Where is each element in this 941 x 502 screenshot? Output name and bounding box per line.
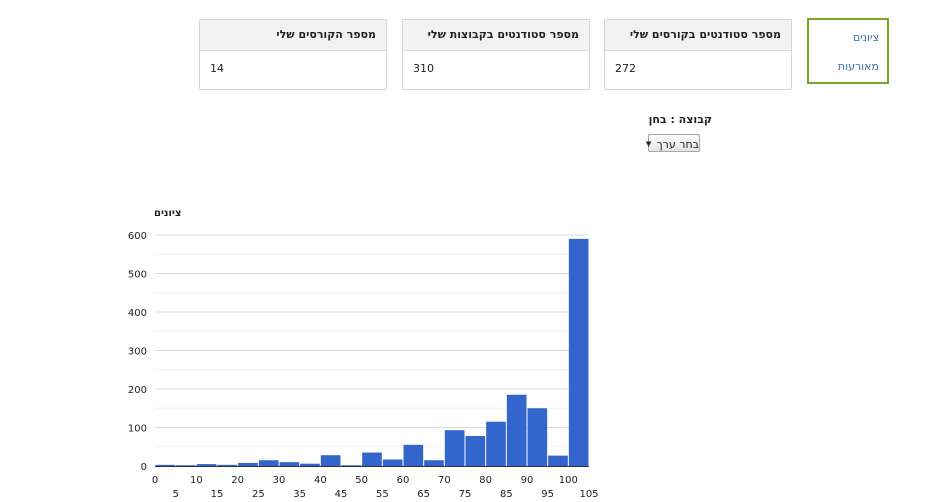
x-tick-label: 95 — [541, 489, 554, 500]
histogram-bar[interactable] — [486, 421, 506, 466]
histogram-bar[interactable] — [527, 408, 548, 466]
stat-card-value: 14 — [210, 62, 224, 75]
group-filter-label: קבוצה : בחן — [648, 113, 712, 126]
histogram-bar[interactable] — [155, 464, 176, 466]
histogram-bar[interactable] — [506, 394, 527, 466]
chart-title: ציונים — [154, 208, 181, 219]
dropdown-caret-icon: ▼ — [645, 140, 652, 148]
histogram-bar[interactable] — [362, 452, 382, 466]
histogram-bar[interactable] — [217, 464, 238, 466]
stat-card-title: מספר הקורסים שלי — [200, 20, 386, 51]
x-tick-label: 70 — [438, 475, 451, 486]
y-tick-label: 300 — [128, 347, 147, 358]
nav-link-events[interactable]: מאורעות — [837, 60, 879, 73]
stat-card-value: 272 — [615, 62, 636, 75]
x-tick-label: 85 — [500, 489, 513, 500]
x-tick-label: 50 — [355, 475, 368, 486]
histogram-bar[interactable] — [568, 238, 589, 466]
y-tick-label: 400 — [128, 308, 147, 319]
x-tick-label: 20 — [231, 475, 244, 486]
x-tick-label: 30 — [273, 475, 286, 486]
x-tick-label: 40 — [314, 475, 327, 486]
x-tick-label: 45 — [335, 489, 348, 500]
histogram-bar[interactable] — [444, 430, 465, 466]
x-tick-label: 0 — [152, 475, 158, 486]
x-tick-label: 65 — [417, 489, 430, 500]
x-tick-label: 5 — [172, 489, 178, 500]
x-tick-label: 75 — [459, 489, 472, 500]
grades-histogram: ציונים 0 100 200 300 400 500 600 0 5 10 15 20 25 30 35… — [128, 208, 599, 500]
nav-link-grades[interactable]: ציונים — [852, 31, 879, 44]
histogram-bar[interactable] — [382, 459, 403, 466]
histogram-bar[interactable] — [196, 464, 217, 466]
stat-card-course-students: מספר סטודנטים בקורסים שלי 272 — [604, 19, 792, 90]
histogram-bar[interactable] — [279, 462, 300, 466]
chart-gridlines — [155, 234, 589, 448]
stat-card-title: מספר סטודנטים בקבוצות שלי — [403, 20, 589, 51]
x-tick-label: 60 — [397, 475, 410, 486]
histogram-bar[interactable] — [238, 462, 258, 466]
x-tick-label: 105 — [579, 489, 598, 500]
histogram-bar[interactable] — [403, 444, 424, 466]
stat-card-title: מספר סטודנטים בקורסים שלי — [605, 20, 791, 51]
x-tick-label: 10 — [190, 475, 203, 486]
stat-card-courses: מספר הקורסים שלי 14 — [199, 19, 387, 90]
stat-card-group-students: מספר סטודנטים בקבוצות שלי 310 — [402, 19, 590, 90]
stat-card-value: 310 — [413, 62, 434, 75]
histogram-bar[interactable] — [424, 460, 444, 466]
group-filter-select[interactable]: בחר ערך ▼ — [645, 134, 700, 152]
x-tick-label: 100 — [559, 475, 578, 486]
chart-bars — [155, 238, 589, 466]
x-tick-label: 35 — [293, 489, 306, 500]
histogram-bar[interactable] — [548, 455, 568, 466]
x-tick-label: 80 — [479, 475, 492, 486]
histogram-bar[interactable] — [341, 465, 362, 466]
y-tick-label: 200 — [128, 385, 147, 396]
chart-axes: 0 100 200 300 400 500 600 0 5 10 15 20 25 30 35 40 45 50 5… — [128, 231, 599, 500]
x-tick-label: 15 — [211, 489, 224, 500]
y-tick-label: 600 — [128, 231, 147, 242]
x-tick-label: 90 — [521, 475, 534, 486]
side-nav: ציונים מאורעות — [807, 18, 889, 84]
group-filter-value: בחר ערך — [656, 138, 699, 151]
histogram-bar[interactable] — [176, 465, 196, 466]
y-tick-label: 100 — [128, 424, 147, 435]
y-tick-label: 0 — [141, 462, 147, 473]
histogram-bar[interactable] — [320, 455, 341, 466]
y-tick-label: 500 — [128, 270, 147, 281]
x-tick-label: 25 — [252, 489, 265, 500]
x-tick-label: 55 — [376, 489, 389, 500]
histogram-bar[interactable] — [300, 463, 320, 466]
histogram-bar[interactable] — [465, 435, 486, 466]
histogram-bar[interactable] — [258, 460, 279, 466]
